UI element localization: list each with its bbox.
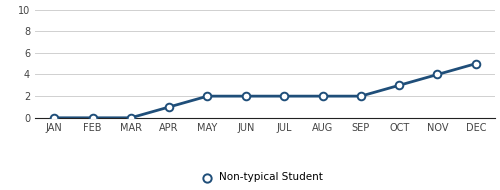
Non-typical Student xyxy=(434,73,440,76)
Non-typical Student xyxy=(396,84,402,86)
Non-typical Student xyxy=(166,106,172,108)
Legend: Non-typical Student: Non-typical Student xyxy=(202,168,328,186)
Non-typical Student xyxy=(358,95,364,97)
Line: Non-typical Student: Non-typical Student xyxy=(50,60,480,122)
Non-typical Student xyxy=(51,117,57,119)
Non-typical Student xyxy=(320,95,326,97)
Non-typical Student xyxy=(243,95,249,97)
Non-typical Student xyxy=(128,117,134,119)
Non-typical Student xyxy=(281,95,287,97)
Non-typical Student xyxy=(204,95,210,97)
Non-typical Student xyxy=(473,63,479,65)
Non-typical Student xyxy=(90,117,96,119)
